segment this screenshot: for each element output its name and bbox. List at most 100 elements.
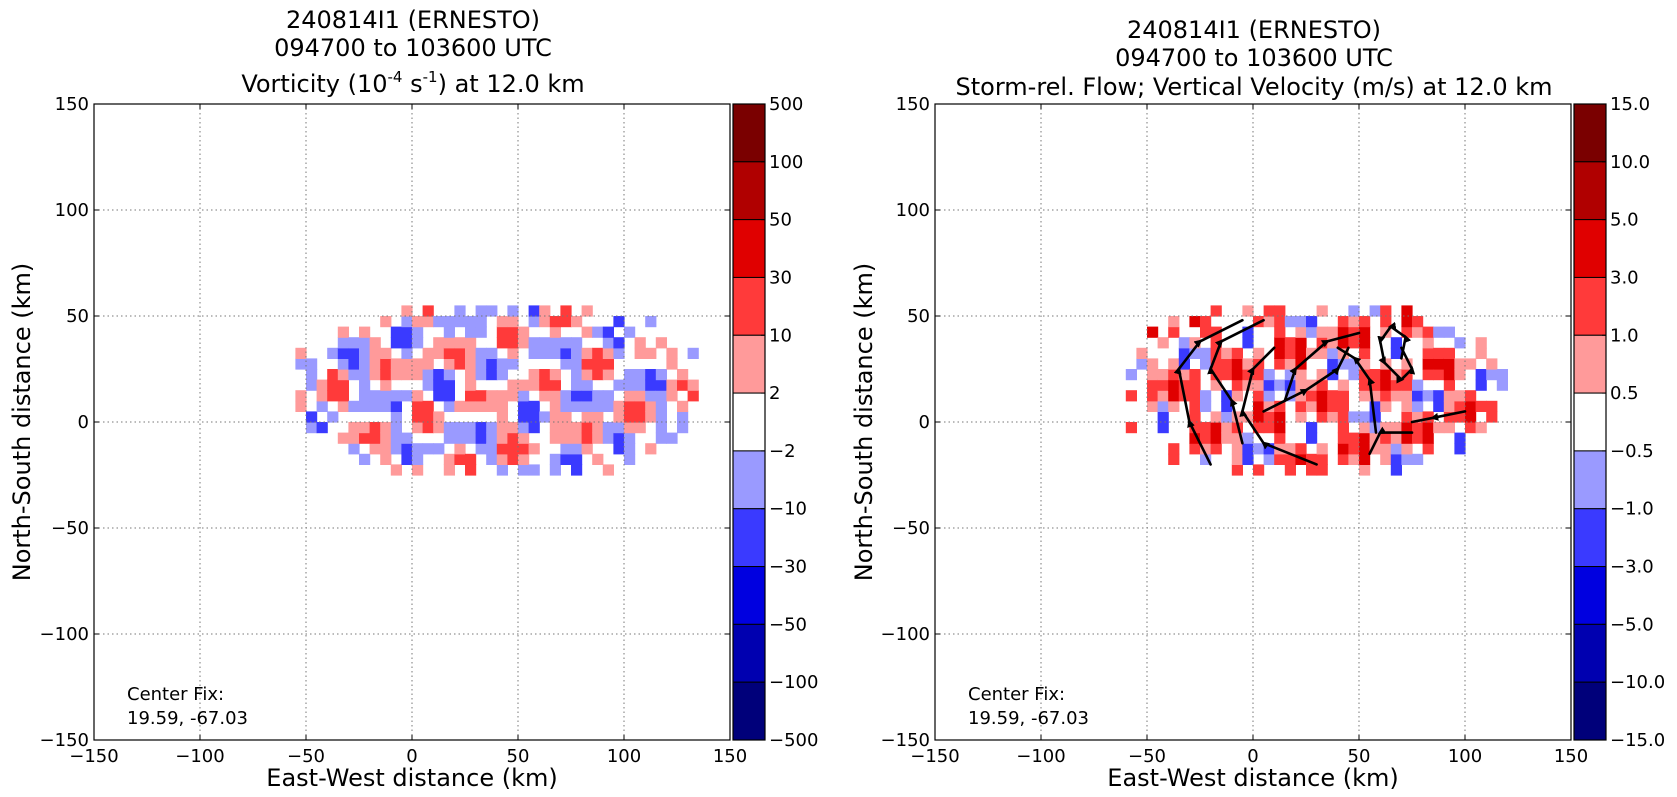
- field-cell: [1200, 443, 1212, 455]
- field-cell: [422, 347, 434, 359]
- field-cell: [1422, 432, 1434, 444]
- x-tick-label: 150: [713, 746, 747, 767]
- colorbar-label: −3.0: [1610, 557, 1654, 578]
- field-cell: [390, 464, 402, 476]
- field-cell: [1125, 422, 1137, 434]
- field-cell: [316, 400, 328, 412]
- field-cell: [380, 379, 392, 391]
- field-cell: [1242, 305, 1254, 317]
- field-cell: [645, 379, 657, 391]
- field-cell: [390, 422, 402, 434]
- field-cell: [1390, 432, 1402, 444]
- field-cell: [1348, 411, 1360, 423]
- field-cell: [1157, 400, 1169, 412]
- field-cell: [412, 337, 424, 349]
- field-cell: [348, 422, 360, 434]
- field-cell: [549, 464, 561, 476]
- field-cell: [1380, 369, 1392, 381]
- field-cell: [475, 316, 487, 328]
- field-cell: [1125, 369, 1137, 381]
- field-cell: [528, 411, 540, 423]
- field-cell: [433, 390, 445, 402]
- field-cell: [1359, 316, 1371, 328]
- panel1-subtitle-exp1: -4: [388, 68, 403, 86]
- field-cell: [359, 369, 371, 381]
- field-cell: [359, 379, 371, 391]
- field-cell: [412, 464, 424, 476]
- field-cell: [613, 400, 625, 412]
- field-cell: [1337, 326, 1349, 338]
- y-tick-label: 100: [55, 200, 89, 221]
- field-cell: [1221, 411, 1233, 423]
- field-cell: [1327, 337, 1339, 349]
- field-cell: [359, 400, 371, 412]
- field-cell: [1337, 337, 1349, 349]
- field-cell: [571, 347, 583, 359]
- field-cell: [369, 337, 381, 349]
- field-cell: [1242, 453, 1254, 465]
- field-cell: [1284, 390, 1296, 402]
- field-cell: [412, 316, 424, 328]
- field-cell: [507, 326, 519, 338]
- field-cell: [443, 453, 455, 465]
- field-cell: [677, 400, 689, 412]
- field-cell: [422, 400, 434, 412]
- field-cell: [1200, 400, 1212, 412]
- field-cell: [571, 432, 583, 444]
- colorbar-label: 3.0: [1610, 267, 1639, 288]
- field-cell: [528, 347, 540, 359]
- field-cell: [1306, 432, 1318, 444]
- field-cell: [539, 369, 551, 381]
- field-cell: [1136, 347, 1148, 359]
- field-cell: [1454, 443, 1466, 455]
- field-cell: [592, 390, 604, 402]
- field-cell: [1380, 316, 1392, 328]
- colorbar-segment: [732, 103, 766, 163]
- field-cell: [507, 422, 519, 434]
- field-cell: [390, 411, 402, 423]
- field-cell: [443, 347, 455, 359]
- field-cell: [634, 337, 646, 349]
- panel2-annotation-line1: Center Fix:: [968, 684, 1065, 705]
- field-cell: [1316, 326, 1328, 338]
- y-tick-label: −150: [881, 730, 930, 751]
- field-cell: [560, 422, 572, 434]
- field-cell: [687, 347, 699, 359]
- field-cell: [1231, 347, 1243, 359]
- field-cell: [624, 443, 636, 455]
- field-cell: [1189, 400, 1201, 412]
- y-tick-label: 0: [78, 412, 89, 433]
- field-cell: [602, 369, 614, 381]
- field-cell: [1221, 369, 1233, 381]
- field-cell: [1475, 347, 1487, 359]
- field-cell: [560, 453, 572, 465]
- field-cell: [528, 422, 540, 434]
- field-cell: [1189, 443, 1201, 455]
- field-cell: [475, 358, 487, 370]
- x-tick-label: 50: [1348, 746, 1371, 767]
- field-cell: [1433, 358, 1445, 370]
- field-cell: [1412, 432, 1424, 444]
- field-cell: [306, 379, 318, 391]
- field-cell: [1380, 443, 1392, 455]
- field-cell: [592, 358, 604, 370]
- field-cell: [549, 390, 561, 402]
- y-tick-label: −150: [40, 730, 89, 751]
- field-cell: [443, 358, 455, 370]
- field-cell: [571, 379, 583, 391]
- field-cell: [1210, 443, 1222, 455]
- streamline: [1336, 346, 1378, 434]
- colorbar-label: −30: [769, 557, 807, 578]
- field-cell: [624, 400, 636, 412]
- field-cell: [306, 411, 318, 423]
- field-cell: [602, 422, 614, 434]
- field-cell: [549, 422, 561, 434]
- field-cell: [475, 432, 487, 444]
- field-cell: [1348, 453, 1360, 465]
- field-cell: [1359, 411, 1371, 423]
- field-cell: [369, 369, 381, 381]
- field-cell: [1401, 422, 1413, 434]
- field-cell: [1189, 369, 1201, 381]
- field-cell: [1380, 305, 1392, 317]
- field-cell: [1486, 358, 1498, 370]
